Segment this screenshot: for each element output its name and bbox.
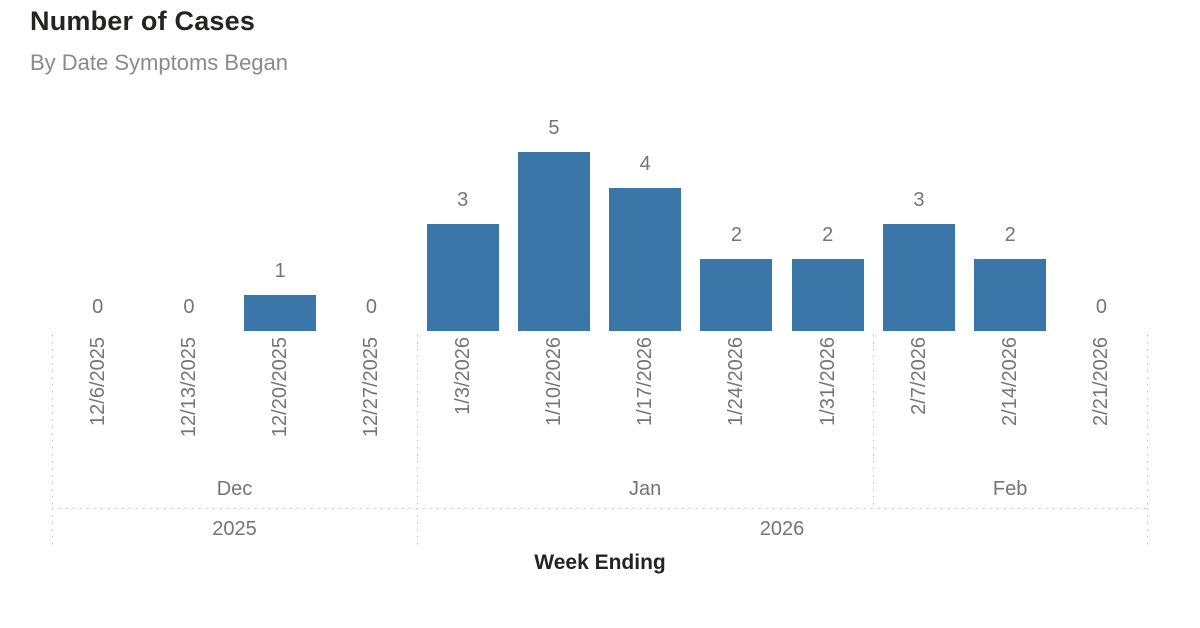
year-group-label: 2025: [212, 518, 257, 540]
bar-value-label: 0: [365, 296, 377, 318]
x-tick-label: 2/14/2026: [999, 337, 1022, 426]
bar-value-label: 0: [1095, 296, 1107, 318]
bar-value-label: 3: [457, 188, 469, 211]
bar-value-label: 3: [913, 188, 925, 211]
bar-value-label: 1: [274, 260, 286, 283]
x-tick-label: 2/21/2026: [1090, 337, 1113, 426]
month-separator-line: [417, 335, 418, 508]
bar-value-label: 2: [822, 224, 834, 247]
bar[interactable]: [974, 259, 1047, 331]
month-separator-line: [52, 335, 53, 508]
x-tick-label: 1/17/2026: [634, 337, 657, 426]
x-tick-label: 1/31/2026: [816, 337, 839, 426]
bar[interactable]: [244, 295, 317, 331]
x-tick-label: 1/24/2026: [725, 337, 748, 426]
month-separator-line: [1147, 335, 1148, 508]
x-tick-label: 1/10/2026: [542, 337, 565, 426]
year-separator-line: [1147, 508, 1148, 548]
month-separator-line: [873, 335, 875, 508]
chart-title: Number of Cases: [30, 6, 256, 36]
year-group-label: 2026: [759, 518, 805, 540]
x-tick-label: 1/3/2026: [451, 337, 474, 415]
month-group-label: Feb: [992, 478, 1028, 500]
month-group-label: Dec: [216, 478, 253, 500]
chart-subtitle: By Date Symptoms Began: [30, 50, 289, 75]
x-tick-label: 2/7/2026: [907, 337, 930, 415]
bar-value-label: 4: [639, 152, 651, 175]
bar-value-label: 2: [1004, 224, 1016, 247]
bar-value-label: 2: [730, 224, 742, 247]
year-separator-line: [417, 508, 418, 548]
bar[interactable]: [700, 259, 773, 331]
bar[interactable]: [609, 187, 682, 331]
bar[interactable]: [426, 223, 499, 331]
bar-value-label: 0: [183, 296, 195, 318]
month-group-label: Jan: [629, 478, 662, 500]
year-separator-line: [52, 508, 53, 548]
x-tick-label: 12/20/2025: [269, 337, 292, 438]
bar[interactable]: [791, 259, 864, 331]
bar-value-label: 5: [548, 117, 560, 139]
axis-divider-line: [52, 508, 1147, 509]
x-tick-label: 12/13/2025: [177, 337, 200, 438]
bar-value-label: 0: [92, 296, 104, 318]
bar[interactable]: [882, 223, 955, 331]
x-tick-label: 12/6/2025: [86, 337, 109, 426]
x-tick-label: 12/27/2025: [360, 337, 383, 438]
x-axis-title: Week Ending: [534, 551, 666, 574]
bar[interactable]: [517, 152, 590, 331]
